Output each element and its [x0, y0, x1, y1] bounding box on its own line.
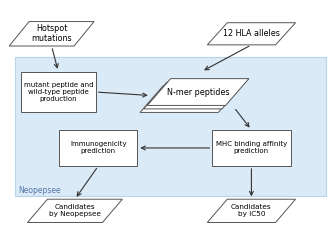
- Bar: [59, 130, 137, 166]
- Text: mutant peptide and
wild-type peptide
production: mutant peptide and wild-type peptide pro…: [24, 82, 93, 102]
- Text: Candidates
by IC50: Candidates by IC50: [231, 204, 272, 217]
- Polygon shape: [207, 199, 295, 223]
- Polygon shape: [144, 82, 245, 109]
- Text: N-mer peptides: N-mer peptides: [167, 88, 229, 96]
- Polygon shape: [140, 86, 241, 113]
- Polygon shape: [27, 199, 123, 223]
- Polygon shape: [9, 22, 94, 46]
- Text: MHC binding affinity
prediction: MHC binding affinity prediction: [216, 141, 287, 154]
- Text: Hotspot
mutations: Hotspot mutations: [31, 24, 72, 44]
- Text: Candidates
by Neopepsee: Candidates by Neopepsee: [49, 204, 101, 217]
- Bar: [212, 130, 290, 166]
- Text: Immunogenicity
prediction: Immunogenicity prediction: [70, 141, 127, 154]
- Text: Neopepsee: Neopepsee: [18, 185, 61, 195]
- Bar: [15, 57, 326, 196]
- Polygon shape: [147, 79, 249, 105]
- Polygon shape: [207, 23, 295, 45]
- Text: 12 HLA alleles: 12 HLA alleles: [223, 29, 280, 38]
- Bar: [21, 72, 96, 113]
